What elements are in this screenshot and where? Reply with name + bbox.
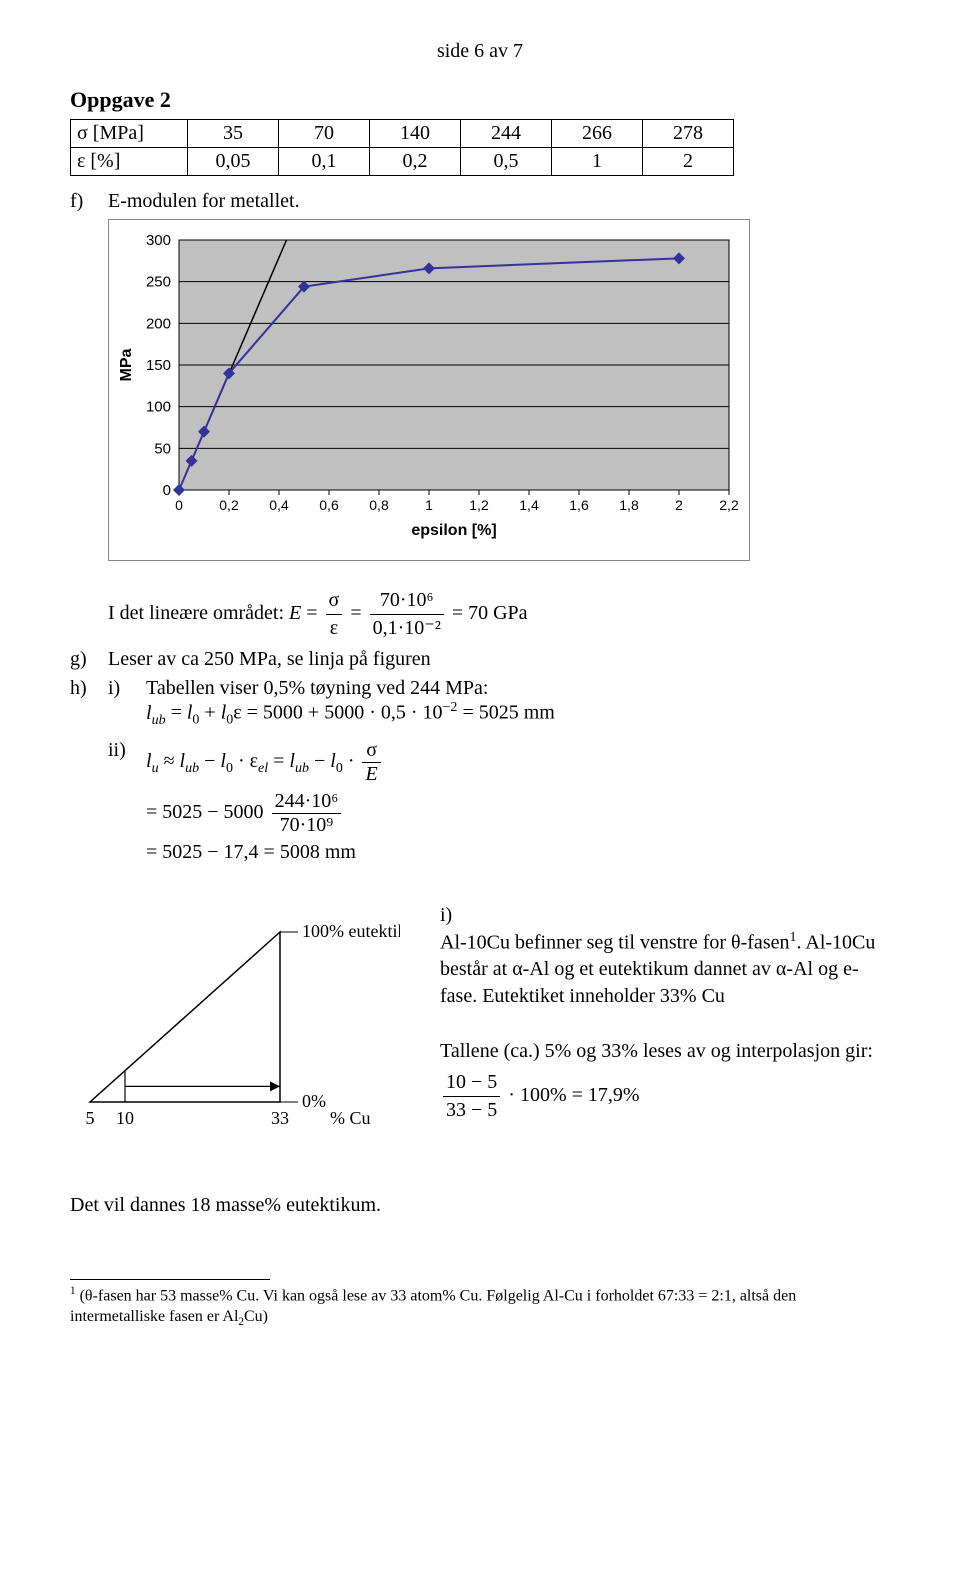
svg-text:0%: 0%: [302, 1091, 326, 1111]
stress-strain-table: σ [MPa] 35 70 140 244 266 278 ε [%] 0,05…: [70, 119, 734, 176]
item-f-label: f): [70, 190, 108, 213]
interpolasjon-formula: 10 − 533 − 5 · 100% = 17,9%: [440, 1069, 890, 1124]
svg-text:% Cu: % Cu: [330, 1108, 371, 1128]
table-row: ε [%] 0,05 0,1 0,2 0,5 1 2: [71, 148, 734, 176]
cell: 266: [552, 120, 643, 148]
svg-text:300: 300: [146, 232, 171, 249]
h-ii-line2-left: = 5025 − 5000: [146, 801, 264, 823]
lin-result: = 70 GPa: [452, 602, 528, 624]
cell: 2: [643, 148, 734, 176]
stress-strain-chart: 0 50 100 150 200 250 300 0 0,2 0,4 0,6 0,8 1 1,2 1,4 1,…: [108, 219, 750, 561]
lin-prefix: I det lineære området:: [108, 602, 289, 624]
footnote-separator: [70, 1279, 270, 1280]
row2-label: ε [%]: [71, 148, 188, 176]
svg-text:0,8: 0,8: [369, 497, 389, 513]
svg-text:10: 10: [116, 1108, 134, 1128]
h-ii-label: ii): [108, 739, 146, 762]
item-g-label: g): [70, 648, 108, 671]
exercise-title: Oppgave 2: [70, 87, 890, 113]
svg-text:0,2: 0,2: [219, 497, 239, 513]
lin-E: E: [289, 602, 301, 624]
page-header: side 6 av 7: [70, 40, 890, 63]
svg-text:0: 0: [163, 482, 171, 499]
svg-text:1,4: 1,4: [519, 497, 539, 513]
svg-text:250: 250: [146, 274, 171, 291]
cell: 0,1: [279, 148, 370, 176]
footnote: 1 (θ-fasen har 53 masse% Cu. Vi kan også…: [70, 1284, 890, 1330]
svg-text:0: 0: [175, 497, 183, 513]
cell: 0,2: [370, 148, 461, 176]
row1-label: σ [MPa]: [71, 120, 188, 148]
cell: 0,5: [461, 148, 552, 176]
linear-region-formula: I det lineære området: E = σε = 70·10⁶0,…: [108, 587, 528, 642]
svg-text:100% eutektikum: 100% eutektikum: [302, 921, 400, 941]
cell: 0,05: [188, 148, 279, 176]
svg-text:100: 100: [146, 399, 171, 416]
svg-text:1,2: 1,2: [469, 497, 489, 513]
cell: 35: [188, 120, 279, 148]
svg-text:0,4: 0,4: [269, 497, 289, 513]
svg-text:150: 150: [146, 357, 171, 374]
item-g-text: Leser av ca 250 MPa, se linja på figuren: [108, 648, 431, 671]
cell: 70: [279, 120, 370, 148]
h-i-formula: lub = l0 + l0ε = 5000 + 5000 · 0,5 · 10−…: [146, 700, 555, 729]
item-h-label: h): [70, 677, 108, 700]
h-ii-line3: = 5025 − 17,4 = 5008 mm: [146, 841, 384, 864]
h-i-label: i): [108, 677, 146, 700]
cell: 140: [370, 120, 461, 148]
cell: 244: [461, 120, 552, 148]
right-i-text: Al-10Cu befinner seg til venstre for θ-f…: [440, 929, 890, 1011]
h-ii-formula: lu ≈ lub − l0 · εel = lub − l0 · σE = 50…: [146, 739, 384, 864]
phase-triangle-diagram: 100% eutektikum 0% 5 10 33 % Cu: [70, 902, 400, 1162]
svg-text:5: 5: [86, 1108, 95, 1128]
tallene-text: Tallene (ca.) 5% og 33% leses av og inte…: [440, 1038, 890, 1065]
svg-text:1: 1: [425, 497, 433, 513]
svg-text:2: 2: [675, 497, 683, 513]
svg-text:33: 33: [271, 1108, 289, 1128]
svg-text:epsilon [%]: epsilon [%]: [411, 522, 496, 539]
table-row: σ [MPa] 35 70 140 244 266 278: [71, 120, 734, 148]
cell: 278: [643, 120, 734, 148]
svg-text:1,8: 1,8: [619, 497, 639, 513]
svg-text:0,6: 0,6: [319, 497, 339, 513]
cell: 1: [552, 148, 643, 176]
bottom-line: Det vil dannes 18 masse% eutektikum.: [70, 1192, 890, 1219]
svg-text:MPa: MPa: [118, 348, 135, 381]
svg-text:2,2: 2,2: [719, 497, 739, 513]
svg-text:1,6: 1,6: [569, 497, 589, 513]
right-i-label: i): [440, 902, 890, 929]
h-i-text: Tabellen viser 0,5% tøyning ved 244 MPa:: [146, 677, 555, 700]
svg-text:50: 50: [154, 440, 171, 457]
svg-text:200: 200: [146, 315, 171, 332]
item-f-text: E-modulen for metallet.: [108, 190, 300, 213]
